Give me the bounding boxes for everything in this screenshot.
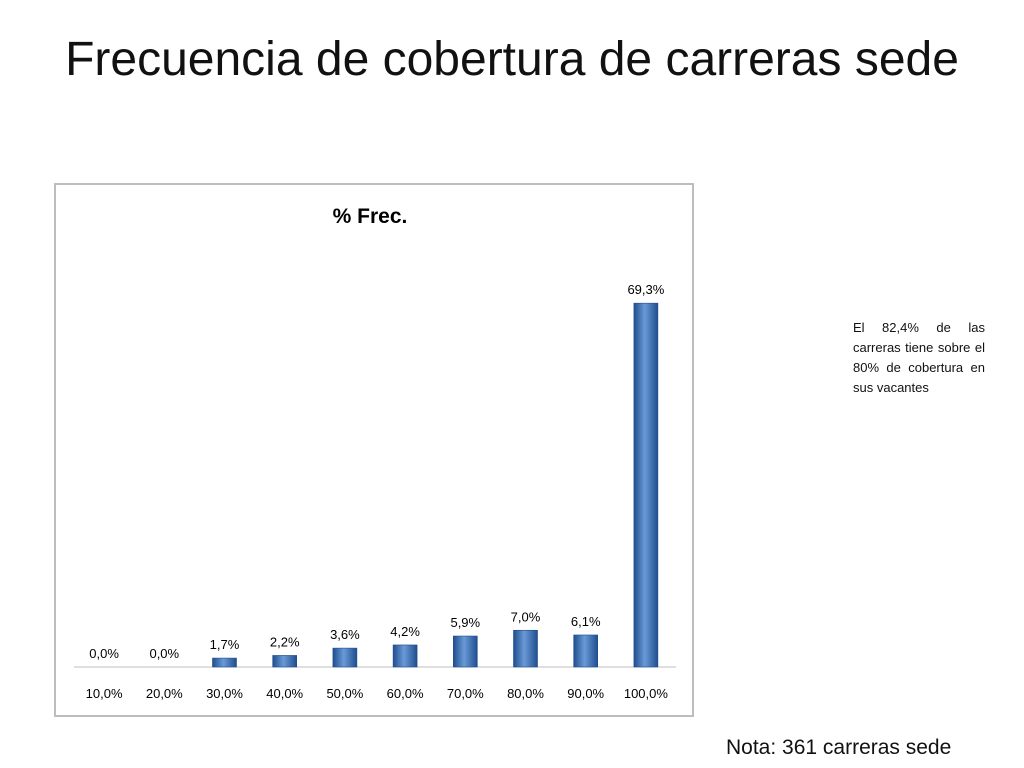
x-tick-label-5: 60,0% [387,686,424,701]
bar-9 [633,302,659,668]
bar-3 [272,655,297,668]
data-label-1: 0,0% [149,646,179,661]
footnote: Nota: 361 carreras sede [726,736,952,759]
x-tick-label-3: 40,0% [266,686,303,701]
data-labels: 0,0% 0,0% 1,7% 2,2% 3,6% 4,2% 5,9% 7,0% 6,1% 69,3… [89,282,664,661]
data-label-0: 0,0% [89,646,119,661]
x-tick-label-9: 100,0% [624,686,669,701]
x-axis-tick-labels: 10,0% 20,0% 30,0% 40,0% 50,0% 60,0% 70,0% 80,0%… [86,686,669,701]
data-label-2: 1,7% [210,637,240,652]
x-tick-label-8: 90,0% [567,686,604,701]
bar-2 [212,657,237,668]
data-label-3: 2,2% [270,634,300,649]
data-label-4: 3,6% [330,627,360,642]
x-tick-label-2: 30,0% [206,686,243,701]
slide-title: Frecuencia de cobertura de carreras sede [65,33,959,86]
data-label-7: 7,0% [511,609,541,624]
x-tick-label-0: 10,0% [86,686,123,701]
x-tick-label-6: 70,0% [447,686,484,701]
bar-chart: % Frec. 0,0% 0,0% 1,7% 2,2% 3,6% 4,2% 5,9% 7,0%… [74,205,676,701]
x-tick-label-4: 50,0% [326,686,363,701]
side-note: El 82,4% de las carreras tiene sobre el … [853,320,985,395]
bar-7 [513,629,538,668]
data-label-9: 69,3% [627,282,664,297]
data-label-6: 5,9% [450,615,480,630]
chart-container: % Frec. 0,0% 0,0% 1,7% 2,2% 3,6% 4,2% 5,9% 7,0%… [54,183,694,717]
x-tick-label-7: 80,0% [507,686,544,701]
data-label-5: 4,2% [390,624,420,639]
x-tick-label-1: 20,0% [146,686,183,701]
bar-5 [392,644,418,668]
data-label-8: 6,1% [571,614,601,629]
bar-6 [452,635,478,668]
bar-series [212,302,659,668]
bar-8 [573,634,599,668]
bar-4 [332,647,358,668]
chart-title: % Frec. [333,205,408,228]
